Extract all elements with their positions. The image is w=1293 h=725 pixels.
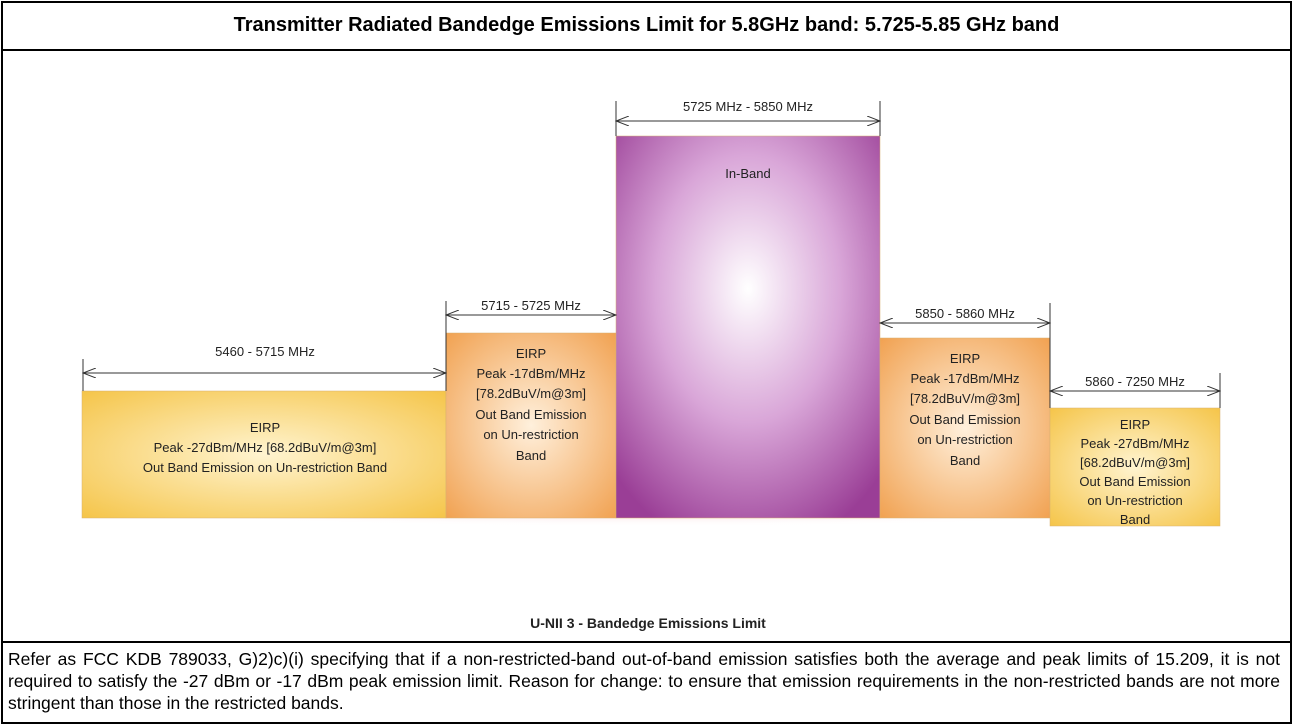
- range-label: 5715 - 5725 MHz: [481, 298, 581, 313]
- band-text: on Un-restriction: [1087, 493, 1182, 508]
- band-text: Peak -27dBm/MHz: [1080, 436, 1189, 451]
- band-text: Peak -17dBm/MHz: [910, 371, 1019, 386]
- bands: [81, 135, 1221, 527]
- band-diagram: 5460 - 5715 MHz 5715 - 5725 MHz 5725 MHz…: [58, 99, 1238, 631]
- range-label: 5460 - 5715 MHz: [215, 344, 315, 359]
- range-label: 5860 - 7250 MHz: [1085, 374, 1185, 389]
- band-text: EIRP: [950, 351, 980, 366]
- range-label: 5850 - 5860 MHz: [915, 306, 1015, 321]
- band-text: EIRP: [516, 346, 546, 361]
- band-text: on Un-restriction: [483, 427, 578, 442]
- band-text: Band: [516, 448, 546, 463]
- note: Refer as FCC KDB 789033, G)2)c)(i) speci…: [8, 649, 1280, 713]
- band-text: In-Band: [725, 166, 771, 181]
- band-text: EIRP: [1120, 417, 1150, 432]
- footer-label: U-NII 3 - Bandedge Emissions Limit: [530, 615, 766, 631]
- range-label: 5725 MHz - 5850 MHz: [683, 99, 813, 114]
- arrows: [83, 101, 1220, 408]
- band-text: on Un-restriction: [917, 432, 1012, 447]
- band-text: [78.2dBuV/m@3m]: [910, 391, 1020, 406]
- band-box: [445, 332, 617, 519]
- band-box: [1049, 407, 1221, 527]
- band-text: [78.2dBuV/m@3m]: [476, 386, 586, 401]
- diagram: 5460 - 5715 MHz 5715 - 5725 MHz 5725 MHz…: [3, 51, 1290, 643]
- band-text: Out Band Emission: [475, 407, 586, 422]
- title: Transmitter Radiated Bandedge Emissions …: [3, 3, 1290, 51]
- band-box: [615, 135, 881, 519]
- band-text: [68.2dBuV/m@3m]: [1080, 455, 1190, 470]
- band-box: [879, 337, 1051, 519]
- band-text: Peak -17dBm/MHz: [476, 366, 585, 381]
- band-text: Out Band Emission: [1079, 474, 1190, 489]
- band-text: Peak -27dBm/MHz [68.2dBuV/m@3m]: [154, 440, 377, 455]
- band-text: Band: [1120, 512, 1150, 527]
- band-text: Band: [950, 453, 980, 468]
- band-text: Out Band Emission on Un-restriction Band: [143, 460, 387, 475]
- band-text: EIRP: [250, 420, 280, 435]
- band-text: Out Band Emission: [909, 412, 1020, 427]
